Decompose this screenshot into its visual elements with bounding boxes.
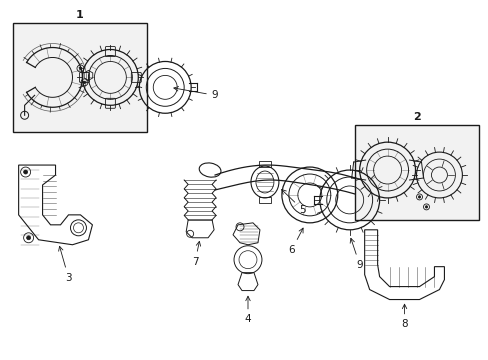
Bar	[259, 161, 270, 167]
Circle shape	[23, 170, 27, 174]
Text: 9: 9	[174, 87, 218, 100]
Bar	[13, 23, 147, 132]
Text: 1: 1	[76, 10, 83, 20]
Text: 8: 8	[401, 304, 407, 329]
Circle shape	[417, 196, 420, 198]
Bar	[354, 125, 478, 220]
Text: 4: 4	[244, 296, 251, 324]
Text: 7: 7	[191, 242, 200, 267]
Circle shape	[83, 81, 85, 84]
Circle shape	[79, 67, 81, 69]
Text: 6: 6	[288, 228, 303, 255]
Text: 2: 2	[412, 112, 420, 122]
Text: 3: 3	[59, 246, 72, 283]
Bar	[259, 197, 270, 203]
Text: 5: 5	[281, 190, 305, 215]
Circle shape	[425, 206, 427, 208]
Circle shape	[26, 236, 31, 240]
Text: 9: 9	[349, 238, 362, 270]
